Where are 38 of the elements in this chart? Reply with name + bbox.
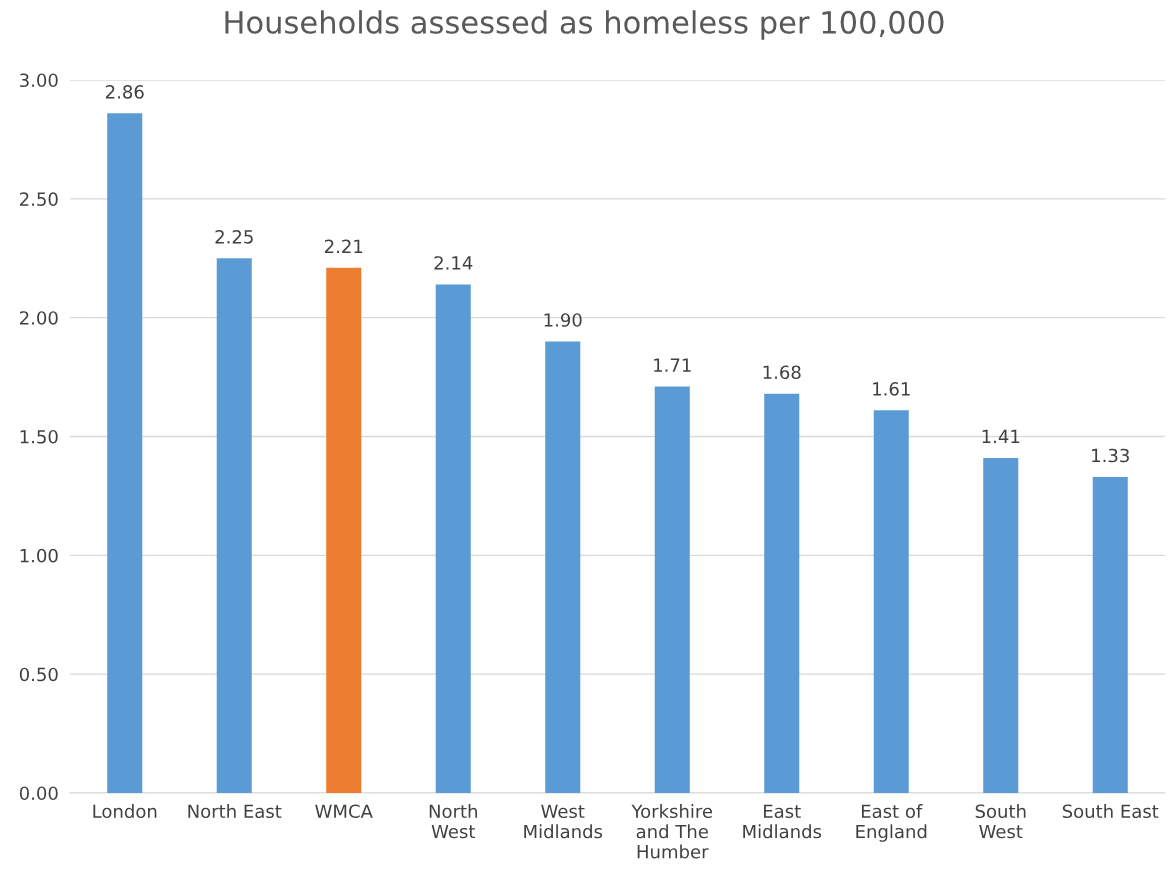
data-label: 1.33 — [1092, 448, 1129, 463]
bar — [435, 284, 471, 793]
y-tick-label: 2.50 — [20, 192, 58, 206]
data-label: 1.61 — [873, 382, 910, 396]
data-label: 2.21 — [324, 239, 363, 253]
bar — [545, 341, 581, 793]
x-tick-label: West Midlands — [524, 804, 603, 839]
chart-title: Households assessed as homeless per 100,000 — [225, 10, 944, 40]
x-tick-label: Yorkshire and The Humber — [631, 804, 713, 859]
bar — [654, 386, 690, 793]
x-tick-label: East of England — [856, 804, 927, 842]
data-label: 2.25 — [215, 229, 253, 244]
y-tick-label: 2.00 — [20, 311, 58, 325]
bar — [983, 457, 1019, 793]
y-tick-label: 1.00 — [20, 548, 58, 563]
bar — [216, 258, 252, 793]
bar — [764, 393, 800, 793]
data-label: 2.86 — [105, 85, 144, 99]
data-label: 1.90 — [544, 313, 582, 327]
y-tick-label: 1.50 — [20, 429, 58, 444]
x-tick-label: North East — [188, 804, 282, 819]
x-tick-label: WMCA — [315, 804, 373, 819]
y-tick-label: 0.50 — [19, 667, 58, 682]
data-label: 2.14 — [434, 256, 473, 270]
x-tick-label: East Midlands — [743, 804, 822, 839]
x-tick-label: London — [93, 804, 157, 819]
data-label: 1.41 — [982, 429, 1020, 444]
data-label: 1.71 — [654, 358, 691, 372]
bar — [1092, 476, 1128, 793]
bar — [107, 113, 143, 793]
data-label: 1.68 — [763, 365, 801, 380]
bar — [326, 267, 362, 793]
y-tick-label: 3.00 — [20, 73, 58, 88]
x-tick-label: South West — [975, 804, 1026, 839]
x-tick-label: South East — [1062, 804, 1159, 819]
x-tick-label: North West — [429, 804, 477, 839]
bar — [873, 410, 909, 793]
y-tick-label: 0.00 — [19, 786, 58, 801]
